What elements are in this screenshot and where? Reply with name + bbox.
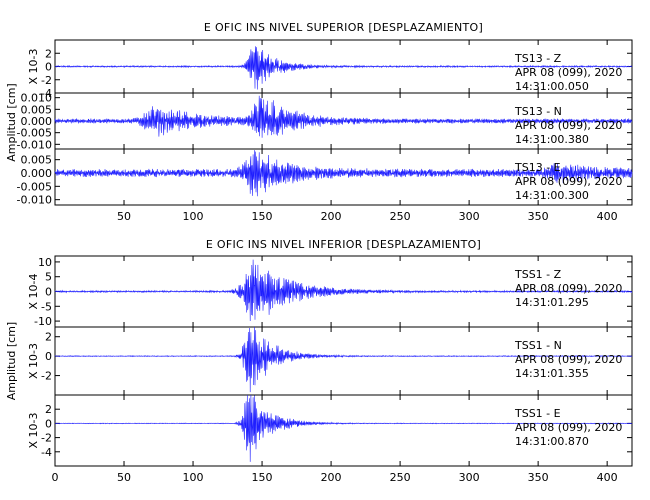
y-axis-label: Amplitud [cm] (5, 322, 18, 400)
x-tick-label: 250 (390, 210, 411, 223)
date-label: APR 08 (099), 2020 (515, 119, 622, 132)
y-tick-label: -10 (34, 315, 52, 328)
y-tick-label: -0.005 (17, 127, 52, 140)
time-label: 14:31:00.870 (515, 435, 589, 448)
x-tick-label: 400 (597, 471, 618, 484)
x-tick-label: 200 (321, 471, 342, 484)
date-label: APR 08 (099), 2020 (515, 353, 622, 366)
y-tick-label: 0.010 (21, 92, 53, 105)
y-tick-label: 0.005 (21, 103, 53, 116)
x-tick-label: 0 (52, 471, 59, 484)
station-label: TSS1 - Z (514, 268, 562, 281)
y-tick-label: -4 (41, 446, 52, 459)
date-label: APR 08 (099), 2020 (515, 175, 622, 188)
date-label: APR 08 (099), 2020 (515, 282, 622, 295)
chart-group-1: E OFIC INS NIVEL SUPERIOR [DESPLAZAMIENT… (5, 21, 633, 223)
y-tick-label: -0.005 (17, 180, 52, 193)
x-tick-label: 350 (528, 471, 549, 484)
y-tick-label: 10 (38, 256, 52, 269)
x-tick-label: 400 (597, 210, 618, 223)
amplitude-multiplier: X 10-3 (27, 343, 40, 379)
x-tick-label: 100 (183, 471, 204, 484)
y-tick-label: 0 (45, 286, 52, 299)
y-tick-label: -0.010 (17, 138, 52, 151)
x-tick-label: 150 (252, 210, 273, 223)
chart-group-2: E OFIC INS NIVEL INFERIOR [DESPLAZAMIENT… (5, 238, 633, 484)
y-tick-label: -4 (41, 87, 52, 100)
y-tick-label: -0.010 (17, 194, 52, 207)
waveform-trace (54, 259, 633, 322)
waveform-trace (54, 326, 633, 393)
y-tick-label: 2 (45, 331, 52, 344)
panel-frame (54, 394, 633, 467)
y-tick-label: 0.000 (21, 167, 53, 180)
amplitude-multiplier: X 10-3 (27, 413, 40, 449)
x-tick-label: 250 (390, 471, 411, 484)
station-label: TS13 - Z (514, 52, 562, 65)
y-tick-label: 2 (45, 403, 52, 416)
chart-title: E OFIC INS NIVEL SUPERIOR [DESPLAZAMIENT… (204, 21, 483, 34)
time-label: 14:31:00.050 (515, 80, 589, 93)
x-tick-label: 300 (459, 471, 480, 484)
y-tick-label: 0.000 (21, 115, 53, 128)
waveform-trace (54, 150, 633, 197)
time-label: 14:31:00.300 (515, 189, 589, 202)
y-tick-label: -2 (41, 74, 52, 87)
amplitude-multiplier: X 10-3 (27, 49, 40, 85)
x-tick-label: 50 (117, 471, 131, 484)
amplitude-multiplier: X 10-4 (27, 274, 40, 310)
station-label: TS13 - E (514, 161, 561, 174)
y-tick-label: -5 (41, 300, 52, 313)
date-label: APR 08 (099), 2020 (515, 421, 622, 434)
x-tick-label: 200 (321, 210, 342, 223)
waveform-trace (54, 95, 633, 138)
y-tick-label: 0 (45, 350, 52, 363)
time-label: 14:31:01.355 (515, 367, 589, 380)
x-tick-label: 150 (252, 471, 273, 484)
station-label: TSS1 - E (514, 407, 561, 420)
y-tick-label: 2 (45, 47, 52, 60)
y-tick-label: 0 (45, 417, 52, 430)
y-tick-label: 0.005 (21, 154, 53, 167)
waveform-trace (54, 46, 633, 90)
x-tick-label: 50 (117, 210, 131, 223)
y-tick-label: -2 (41, 370, 52, 383)
chart-title: E OFIC INS NIVEL INFERIOR [DESPLAZAMIENT… (206, 238, 481, 251)
y-tick-label: 0 (45, 61, 52, 74)
x-tick-label: 350 (528, 210, 549, 223)
x-tick-label: 300 (459, 210, 480, 223)
station-label: TS13 - N (514, 105, 562, 118)
time-label: 14:31:01.295 (515, 296, 589, 309)
x-tick-label: 100 (183, 210, 204, 223)
time-label: 14:31:00.380 (515, 133, 589, 146)
date-label: APR 08 (099), 2020 (515, 66, 622, 79)
y-tick-label: 5 (45, 271, 52, 284)
y-tick-label: -2 (41, 432, 52, 445)
station-label: TSS1 - N (514, 339, 562, 352)
y-axis-label: Amplitud [cm] (5, 83, 18, 161)
waveform-trace (55, 394, 633, 462)
